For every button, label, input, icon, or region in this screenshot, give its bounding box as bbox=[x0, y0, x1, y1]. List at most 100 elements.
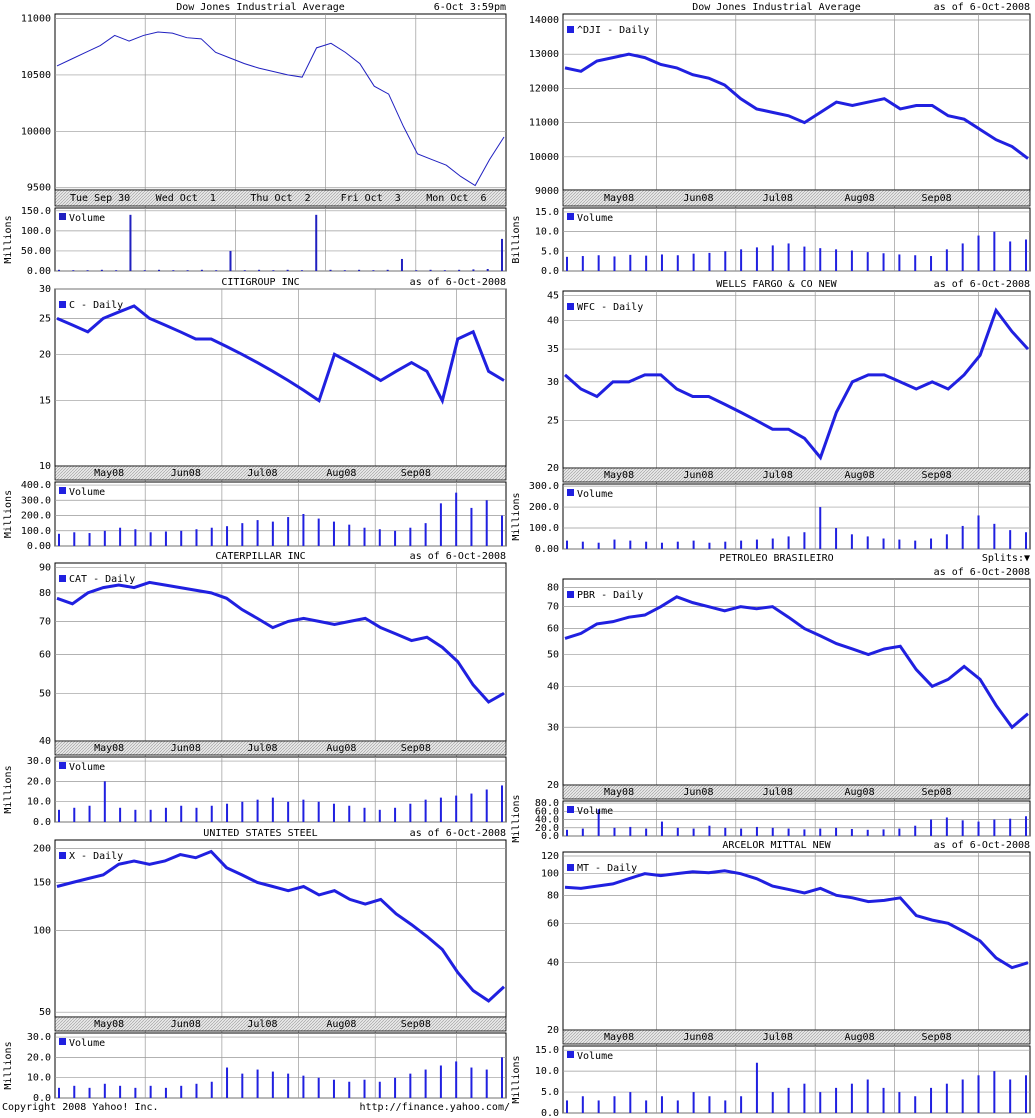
volume-bar bbox=[724, 541, 727, 549]
volume-bar bbox=[372, 270, 375, 271]
volume-bar bbox=[676, 1100, 679, 1113]
y-tick-label: 20 bbox=[39, 349, 51, 360]
volume-bar bbox=[315, 214, 318, 271]
volume-axis-label: Millions bbox=[3, 1041, 14, 1089]
volume-bar bbox=[186, 270, 189, 271]
chart-title: Dow Jones Industrial Average bbox=[176, 2, 345, 13]
volume-bar bbox=[914, 540, 917, 549]
volume-area bbox=[54, 207, 507, 272]
legend-swatch bbox=[59, 301, 66, 308]
volume-bar bbox=[58, 533, 60, 546]
volume-legend-swatch bbox=[567, 1051, 574, 1058]
y-tick-label: 40 bbox=[547, 681, 559, 692]
volume-bar bbox=[241, 523, 244, 546]
y-tick-label: 60 bbox=[547, 918, 559, 929]
volume-area bbox=[562, 207, 1031, 272]
volume-tick-label: 10.0 bbox=[27, 797, 51, 808]
volume-area bbox=[54, 1032, 507, 1099]
volume-bar bbox=[302, 514, 305, 546]
volume-bar bbox=[455, 795, 458, 822]
volume-bar bbox=[229, 250, 232, 271]
volume-bar bbox=[708, 252, 711, 271]
legend-label: C - Daily bbox=[69, 300, 123, 311]
volume-bar bbox=[850, 829, 853, 836]
volume-area bbox=[562, 1045, 1031, 1114]
volume-bar bbox=[882, 829, 885, 836]
price-line bbox=[564, 869, 1029, 970]
chart-title: CITIGROUP INC bbox=[221, 277, 299, 288]
volume-bar bbox=[930, 538, 933, 549]
volume-bar bbox=[332, 1079, 335, 1098]
y-tick-label: 30 bbox=[547, 722, 559, 733]
volume-bar bbox=[629, 540, 632, 549]
volume-bar bbox=[708, 542, 711, 549]
y-tick-label: 10000 bbox=[529, 152, 559, 163]
volume-legend-swatch bbox=[59, 213, 66, 220]
date-band bbox=[562, 784, 1031, 800]
volume-bar bbox=[317, 801, 320, 822]
y-tick-label: 25 bbox=[547, 416, 559, 427]
volume-bar bbox=[158, 269, 161, 271]
volume-bar bbox=[386, 269, 389, 271]
volume-bar bbox=[88, 533, 91, 546]
volume-axis-label: Millions bbox=[3, 765, 14, 813]
volume-bar bbox=[73, 1085, 76, 1098]
volume-axis-label: Millions bbox=[3, 215, 14, 263]
volume-bar bbox=[1025, 532, 1027, 549]
volume-bar bbox=[226, 526, 229, 546]
y-tick-label: 70 bbox=[547, 602, 559, 613]
y-tick-label: 100 bbox=[541, 869, 559, 880]
volume-bar bbox=[300, 270, 303, 271]
volume-bar bbox=[993, 231, 996, 271]
volume-bar bbox=[692, 540, 695, 549]
volume-bar bbox=[409, 803, 412, 822]
legend-swatch bbox=[567, 26, 574, 33]
volume-bar bbox=[332, 521, 335, 546]
volume-bar bbox=[898, 828, 901, 836]
source-url: http://finance.yahoo.com/ bbox=[359, 1102, 510, 1113]
volume-bar bbox=[439, 503, 442, 546]
volume-bar bbox=[58, 809, 60, 822]
x-tick-label: May08 bbox=[604, 193, 634, 204]
volume-bar bbox=[740, 249, 743, 271]
volume-bar bbox=[329, 269, 332, 271]
volume-bar bbox=[400, 258, 403, 271]
as-of: as of 6-Oct-2008 bbox=[934, 2, 1030, 13]
x-tick-label: Sep08 bbox=[401, 468, 431, 479]
volume-bar bbox=[149, 532, 152, 546]
price-line bbox=[56, 304, 505, 405]
volume-bar bbox=[771, 538, 774, 549]
volume-bar bbox=[271, 797, 274, 822]
date-band bbox=[562, 189, 1031, 207]
y-tick-label: 80 bbox=[39, 588, 51, 599]
volume-area bbox=[562, 483, 1031, 550]
y-tick-label: 120 bbox=[541, 851, 559, 862]
volume-bar bbox=[645, 1100, 648, 1113]
x-tick-label: Sep08 bbox=[922, 470, 952, 481]
volume-bar bbox=[740, 828, 743, 836]
volume-bar bbox=[882, 538, 885, 549]
volume-bar bbox=[787, 1087, 790, 1113]
volume-bar bbox=[256, 799, 259, 822]
volume-bar bbox=[945, 249, 948, 271]
volume-bar bbox=[195, 529, 198, 546]
y-tick-label: 150 bbox=[33, 877, 51, 888]
y-tick-label: 9500 bbox=[27, 183, 51, 194]
volume-area bbox=[54, 481, 507, 547]
x-tick-label: Sep08 bbox=[922, 193, 952, 204]
y-tick-label: 50 bbox=[547, 650, 559, 661]
y-tick-label: 40 bbox=[547, 958, 559, 969]
y-tick-label: 10 bbox=[39, 461, 51, 472]
y-tick-label: 200 bbox=[33, 844, 51, 855]
price-line bbox=[564, 52, 1029, 160]
y-tick-label: 10000 bbox=[21, 126, 51, 137]
y-tick-label: 20 bbox=[547, 780, 559, 791]
as-of: as of 6-Oct-2008 bbox=[934, 279, 1030, 290]
volume-legend: Volume bbox=[69, 1038, 105, 1049]
volume-bar bbox=[378, 1081, 381, 1098]
x-tick-label: May08 bbox=[604, 787, 634, 798]
volume-bar bbox=[180, 530, 183, 546]
volume-bar bbox=[898, 539, 901, 549]
volume-axis-label: Millions bbox=[511, 1055, 522, 1103]
volume-tick-label: 0.0 bbox=[541, 1108, 559, 1118]
